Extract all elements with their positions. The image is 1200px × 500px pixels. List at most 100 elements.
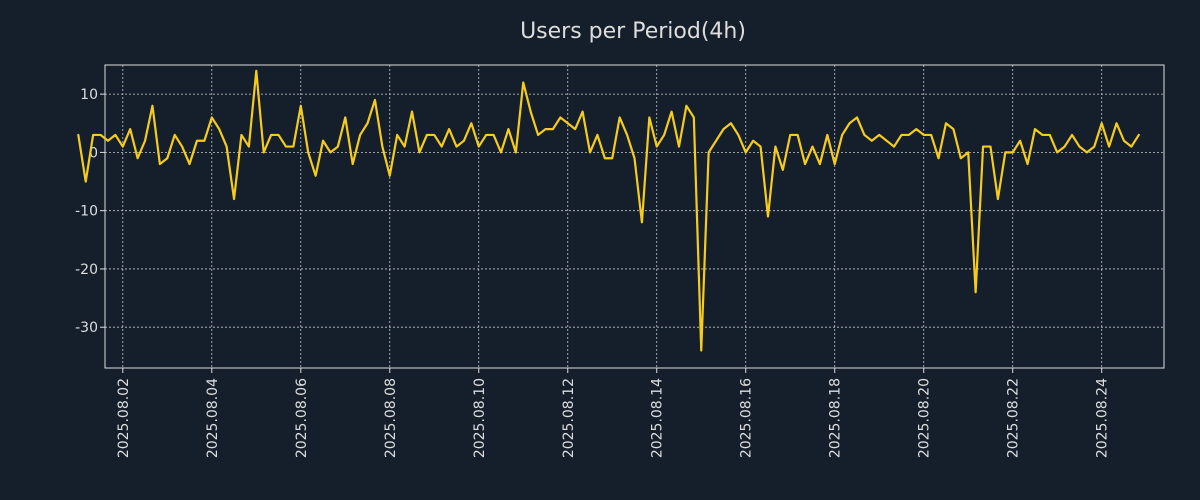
data-point <box>396 134 398 136</box>
data-point <box>188 163 190 165</box>
data-point <box>99 134 101 136</box>
data-point <box>107 140 109 142</box>
data-point <box>819 163 821 165</box>
data-point <box>196 140 198 142</box>
data-point <box>930 134 932 136</box>
data-point <box>1063 145 1065 147</box>
data-point <box>159 163 161 165</box>
data-point <box>945 122 947 124</box>
data-point <box>92 134 94 136</box>
data-point <box>1004 151 1006 153</box>
data-point <box>1041 134 1043 136</box>
data-point <box>982 145 984 147</box>
data-point <box>351 163 353 165</box>
data-point <box>418 151 420 153</box>
data-point <box>426 134 428 136</box>
data-point <box>255 70 257 72</box>
data-point <box>618 116 620 118</box>
data-point <box>974 291 976 293</box>
data-point <box>908 134 910 136</box>
data-point <box>1071 134 1073 136</box>
data-point <box>485 134 487 136</box>
data-point <box>767 215 769 217</box>
data-point <box>722 128 724 130</box>
data-point <box>856 116 858 118</box>
data-point <box>181 145 183 147</box>
data-point <box>1123 140 1125 142</box>
chart-title: Users per Period(4h) <box>520 19 746 44</box>
data-point <box>470 122 472 124</box>
data-point <box>611 157 613 159</box>
data-point <box>77 134 79 136</box>
data-point <box>641 221 643 223</box>
data-point <box>337 145 339 147</box>
data-point <box>923 134 925 136</box>
data-point <box>552 128 554 130</box>
data-point <box>381 145 383 147</box>
data-point <box>715 140 717 142</box>
data-point <box>166 157 168 159</box>
axis-tick-labels: 10 0 -10 -20 -30 2025.08.02 2025.08.04 2025.08.… <box>75 87 1111 458</box>
x-tick-label: 2025.08.20 <box>917 378 933 458</box>
data-point <box>322 140 324 142</box>
data-point <box>1130 145 1132 147</box>
data-point <box>1019 140 1021 142</box>
data-point <box>848 122 850 124</box>
x-tick-label: 2025.08.24 <box>1095 378 1111 458</box>
x-tick-label: 2025.08.18 <box>828 378 844 458</box>
data-point <box>455 145 457 147</box>
data-point <box>344 116 346 118</box>
data-point <box>492 134 494 136</box>
plot-frame <box>104 64 1165 369</box>
data-point <box>1101 122 1103 124</box>
data-point <box>85 180 87 182</box>
data-point <box>114 134 116 136</box>
data-point <box>589 151 591 153</box>
data-point <box>1012 151 1014 153</box>
data-point <box>403 145 405 147</box>
data-point <box>559 116 561 118</box>
data-point <box>277 134 279 136</box>
data-point <box>656 145 658 147</box>
data-point <box>478 145 480 147</box>
data-point <box>203 140 205 142</box>
data-point <box>240 134 242 136</box>
data-point <box>151 105 153 107</box>
grid-lines <box>105 65 1164 368</box>
data-point <box>730 122 732 124</box>
data-point <box>826 134 828 136</box>
data-point <box>411 110 413 112</box>
data-point <box>374 99 376 101</box>
data-point <box>314 175 316 177</box>
data-point <box>774 145 776 147</box>
data-point <box>263 151 265 153</box>
data-point <box>663 134 665 136</box>
data-point <box>952 128 954 130</box>
data-point <box>1049 134 1051 136</box>
x-tick-label: 2025.08.14 <box>650 378 666 458</box>
data-point <box>1086 151 1088 153</box>
data-point <box>1108 145 1110 147</box>
data-point <box>893 145 895 147</box>
x-tick-label: 2025.08.10 <box>472 378 488 458</box>
data-point <box>174 134 176 136</box>
series-line-users <box>77 69 1140 352</box>
data-point <box>1115 122 1117 124</box>
data-point <box>789 134 791 136</box>
data-point <box>670 110 672 112</box>
x-tick-label: 2025.08.12 <box>561 378 577 458</box>
data-point <box>329 151 331 153</box>
data-point <box>211 116 213 118</box>
data-point <box>136 157 138 159</box>
data-point <box>960 157 962 159</box>
series-layer <box>77 69 1140 352</box>
data-point <box>122 145 124 147</box>
data-point <box>834 163 836 165</box>
data-point <box>915 128 917 130</box>
data-point <box>989 145 991 147</box>
data-point <box>871 140 873 142</box>
x-tick-label: 2025.08.02 <box>116 378 132 458</box>
y-tick-label: 10 <box>80 87 98 103</box>
data-point <box>878 134 880 136</box>
